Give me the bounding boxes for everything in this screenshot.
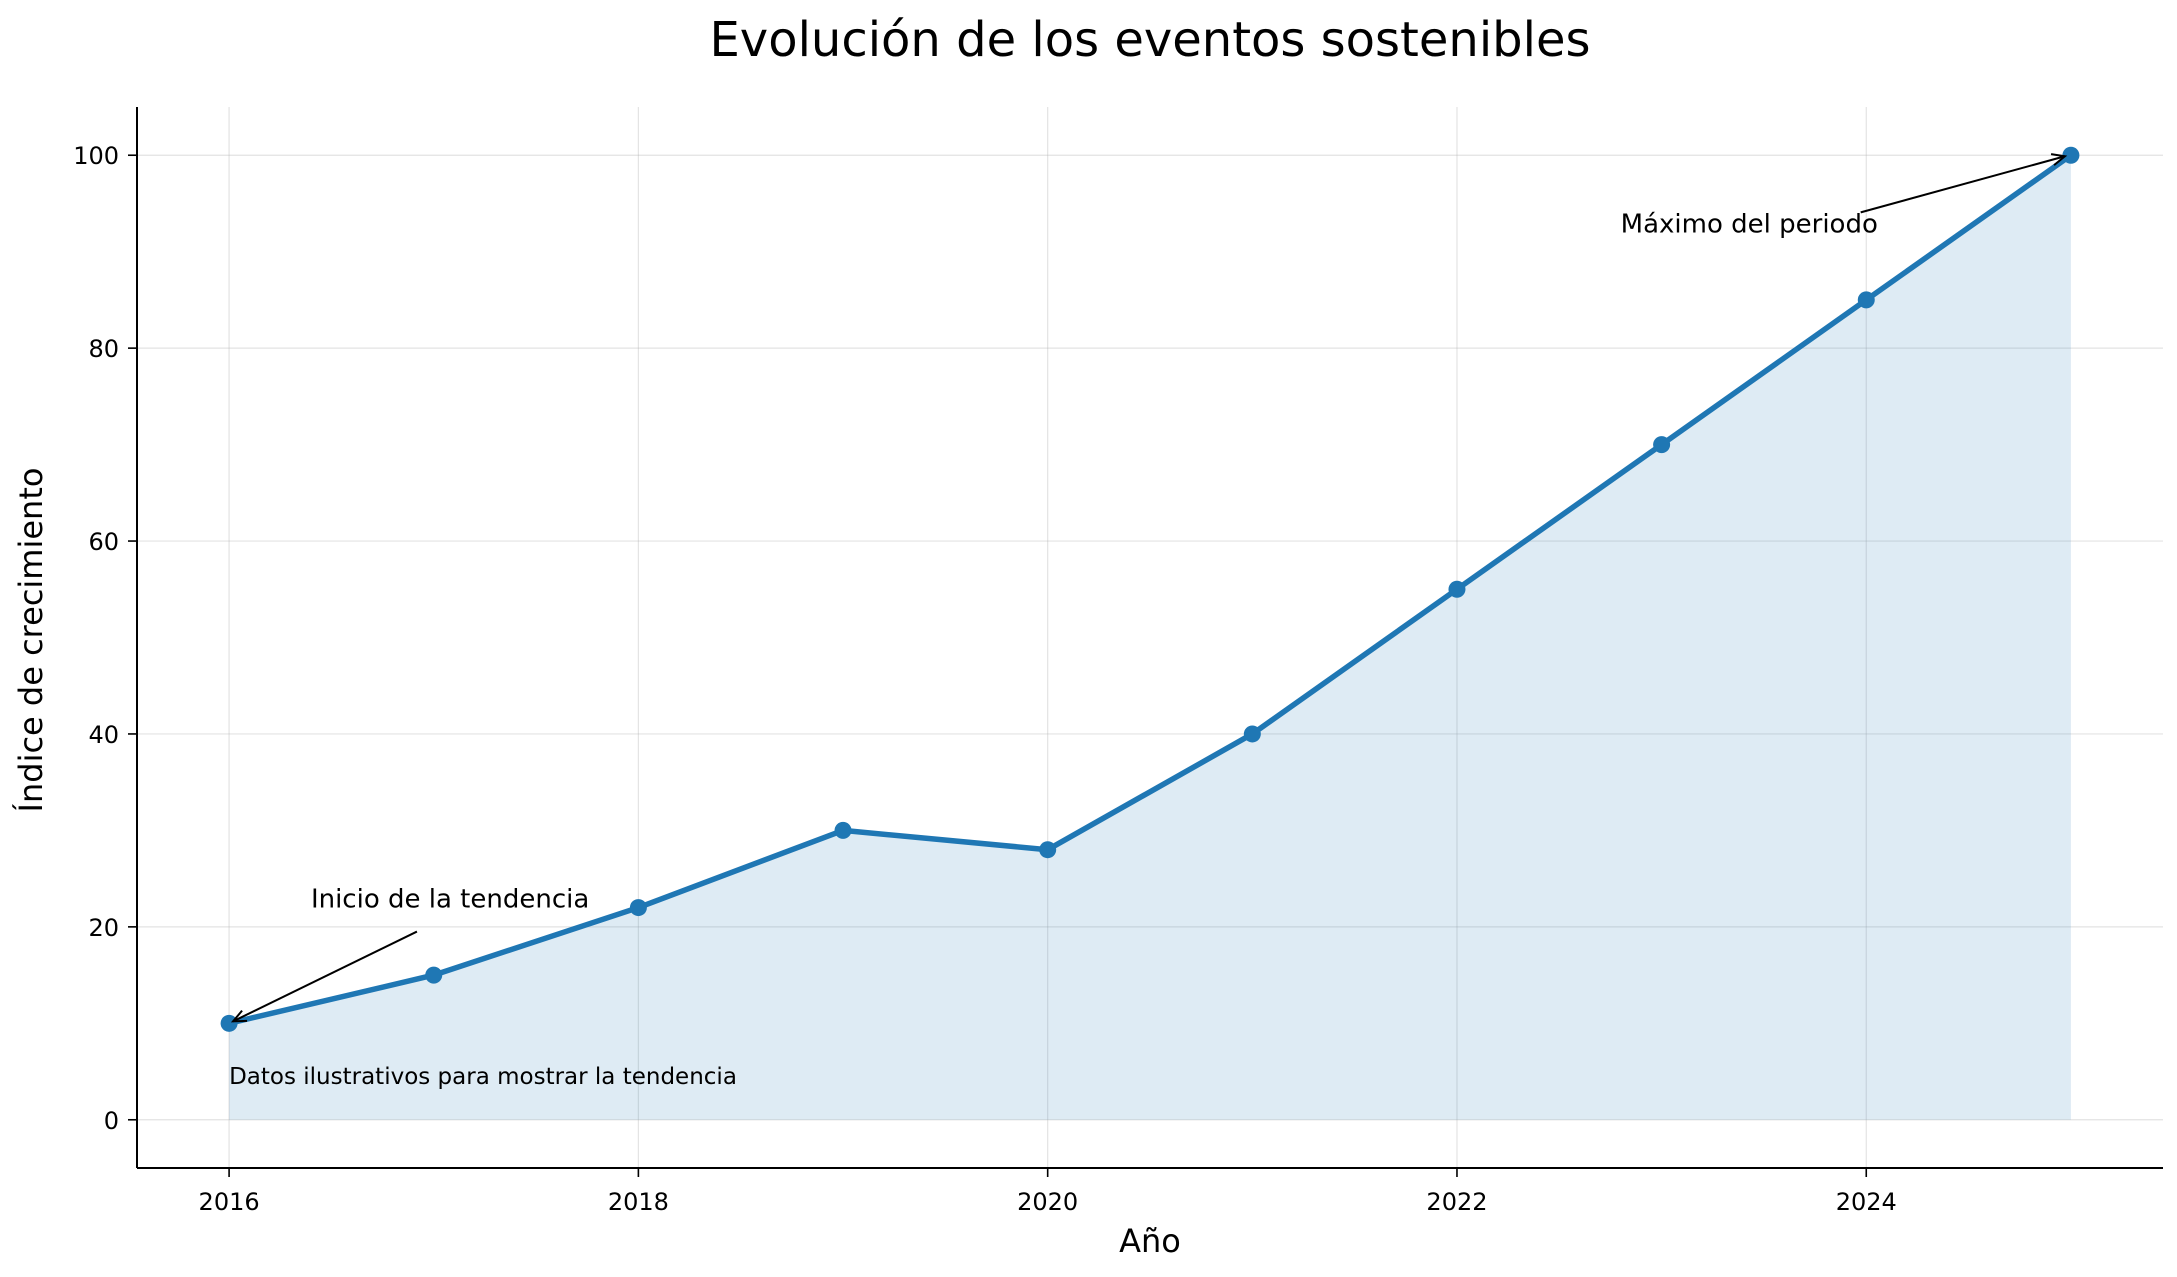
y-tick-label: 40 (88, 721, 119, 749)
y-tick-label: 80 (88, 335, 119, 363)
data-point (1243, 725, 1261, 743)
data-point (1039, 841, 1057, 859)
data-point (220, 1014, 238, 1032)
x-tick-label: 2020 (1017, 1188, 1078, 1216)
data-point (2062, 146, 2080, 164)
data-point (425, 966, 443, 984)
area-fill-layer (229, 155, 2071, 1120)
annotations: Inicio de la tendencia Máximo del periodo… (229, 153, 2068, 1090)
ticks: 2016 2018 2020 2022 2024 0 20 40 60 80 100 (73, 142, 1897, 1216)
y-tick-label: 20 (88, 914, 119, 942)
data-point (629, 899, 647, 917)
annotation-start-arrow-head (230, 1009, 248, 1023)
annotation-max-label: Máximo del periodo (1621, 209, 1878, 239)
data-point (1448, 580, 1466, 598)
data-point (834, 821, 852, 839)
annotation-max-arrow (1860, 155, 2066, 214)
y-tick-label: 60 (88, 528, 119, 556)
x-tick-label: 2022 (1426, 1188, 1487, 1216)
grid (137, 107, 2163, 1168)
area-fill (229, 155, 2071, 1120)
annotation-start-arrow (232, 930, 418, 1023)
footnote-text: Datos ilustrativos para mostrar la tende… (229, 1064, 737, 1090)
x-tick-label: 2016 (199, 1188, 260, 1216)
y-axis-label: Índice de crecimiento (12, 468, 50, 813)
series-line (226, 152, 2074, 1027)
x-axis-label: Año (1119, 1222, 1181, 1260)
annotation-max-arrow-head (2050, 153, 2068, 166)
data-point-layer (220, 146, 2080, 1032)
series-line-layer (226, 152, 2074, 1027)
x-tick-label: 2024 (1836, 1188, 1897, 1216)
chart-title: Evolución de los eventos sostenibles (709, 12, 1590, 68)
y-tick-label: 0 (104, 1107, 119, 1135)
data-point (1653, 436, 1671, 454)
x-tick-label: 2018 (608, 1188, 669, 1216)
data-point (1857, 291, 1875, 309)
axes (136, 107, 2163, 1169)
annotation-start-label: Inicio de la tendencia (311, 885, 589, 915)
y-tick-label: 100 (73, 142, 119, 170)
